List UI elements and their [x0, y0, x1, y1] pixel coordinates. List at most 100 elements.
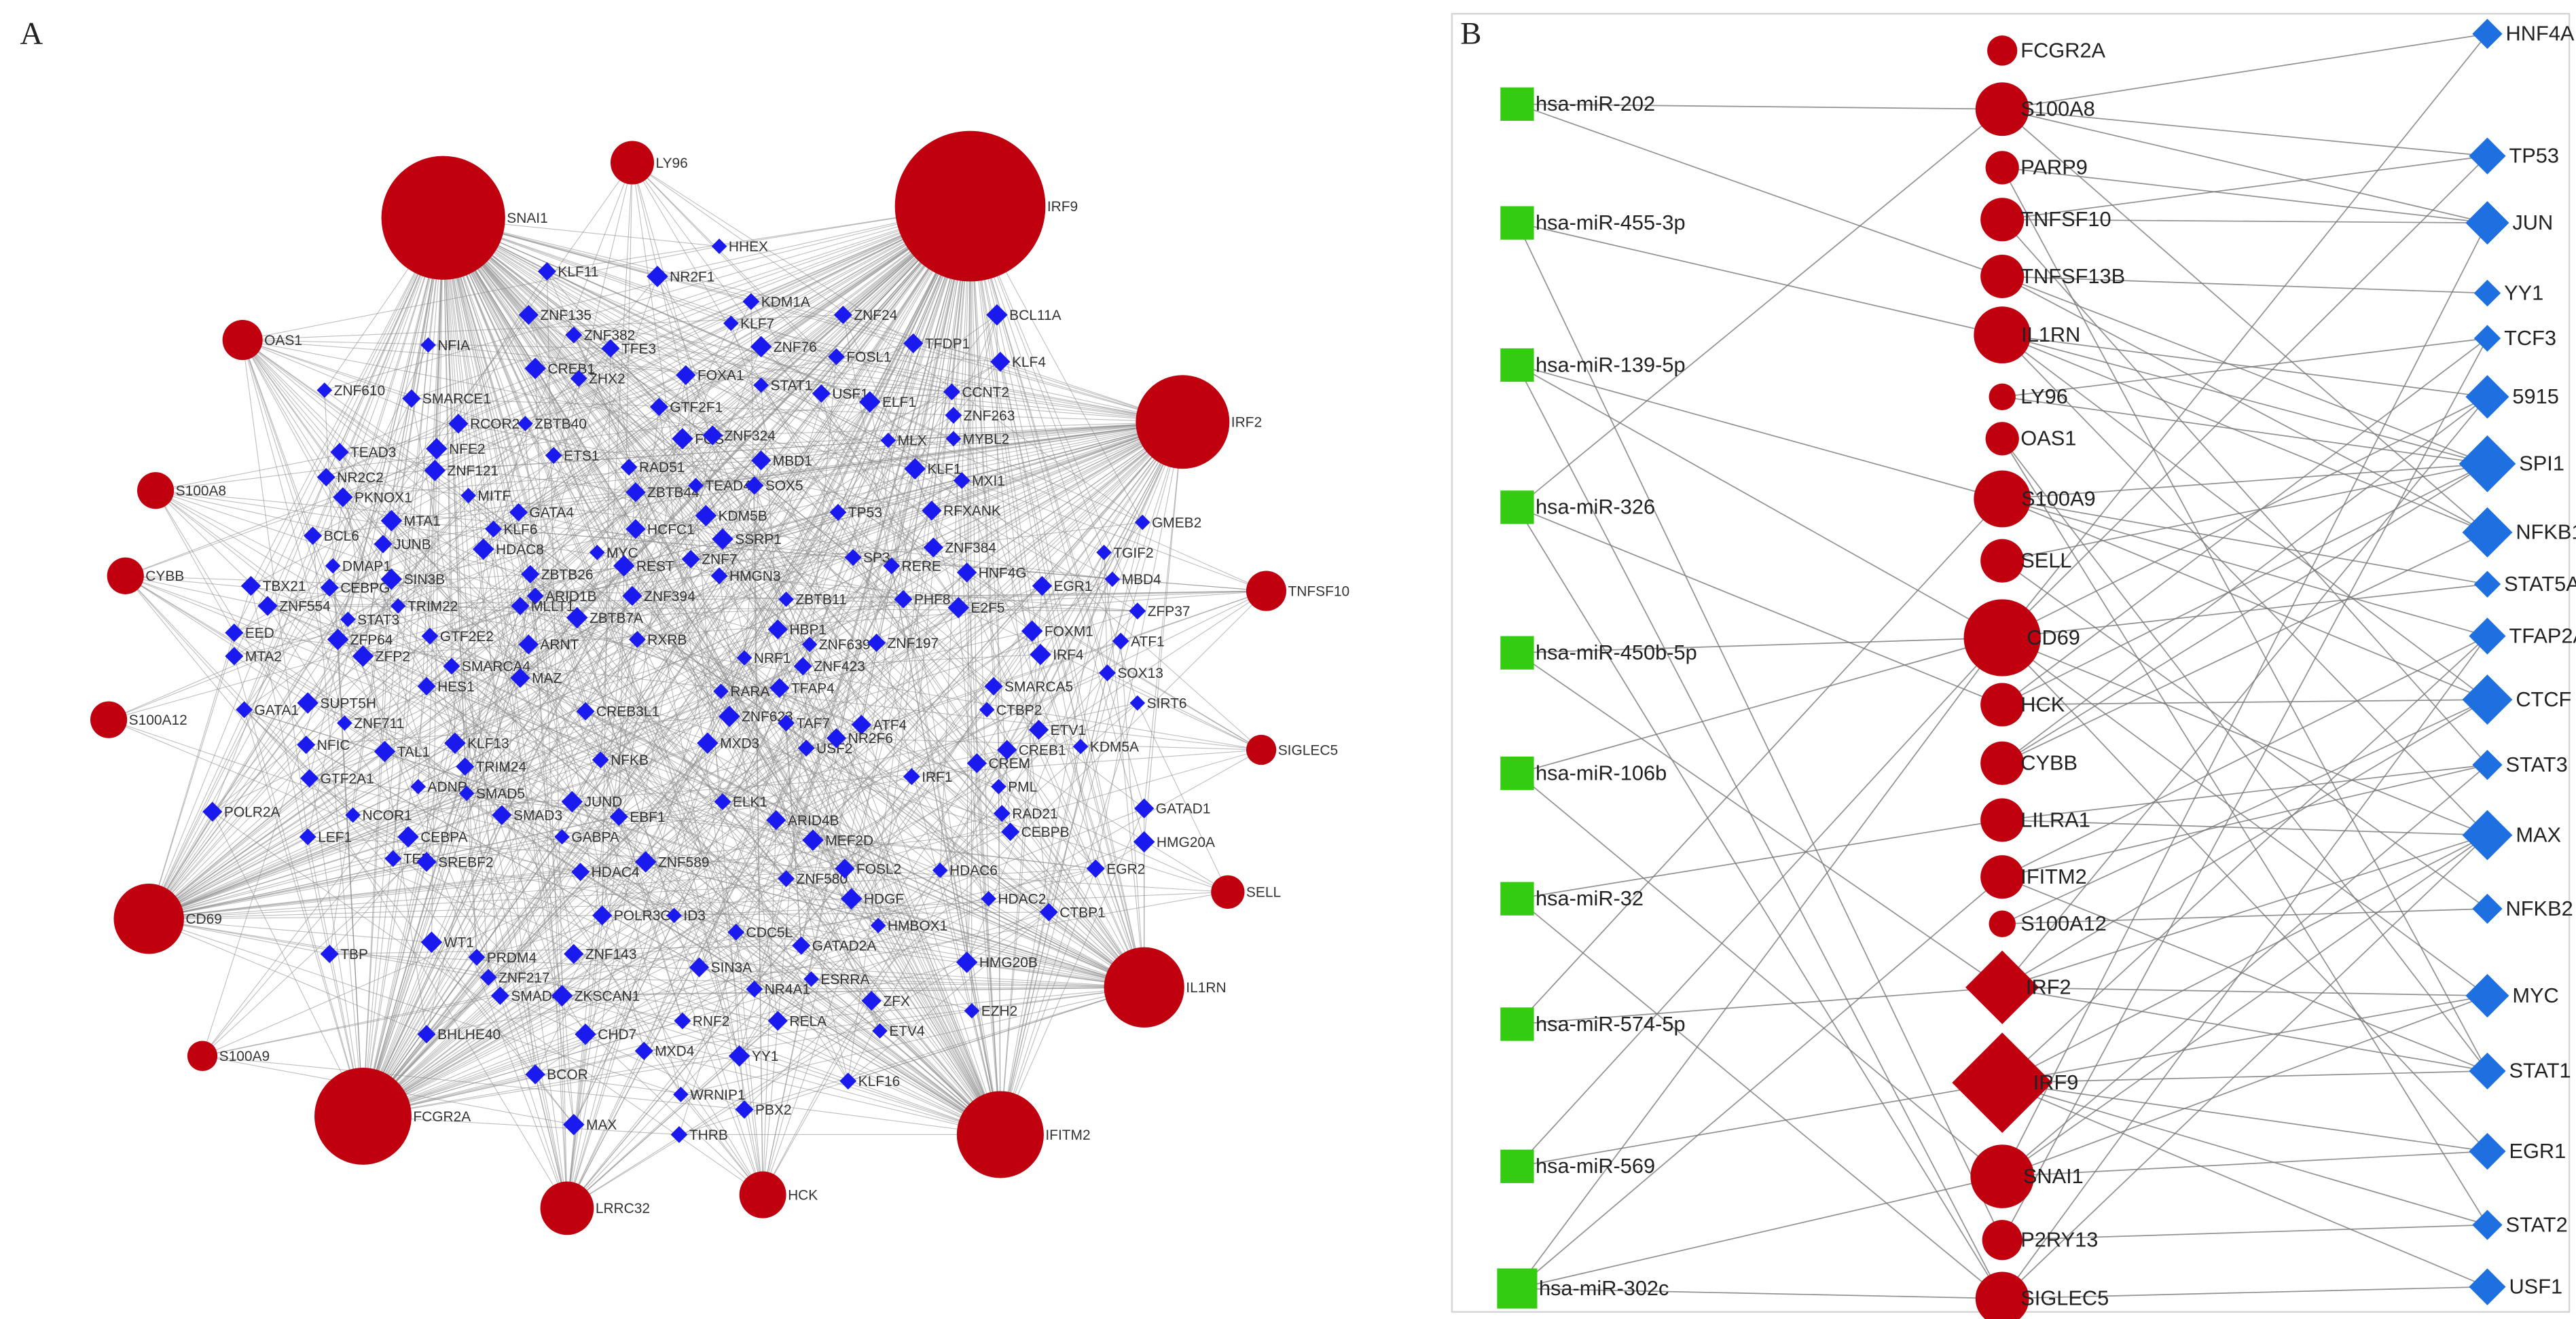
tf-node[interactable]: HES1	[417, 676, 475, 695]
tf-node[interactable]: HNF4G	[956, 562, 1027, 583]
tf-node[interactable]: ZNF324	[702, 425, 776, 446]
tf-node[interactable]: ARNT	[518, 634, 579, 655]
tf-node[interactable]: NFE2	[426, 437, 486, 460]
tf-node[interactable]: KLF13	[444, 732, 509, 754]
tf-node[interactable]: ARID4B	[766, 810, 839, 831]
tf-node[interactable]: HMG20B	[956, 952, 1038, 973]
tf-node[interactable]: MBD1	[751, 450, 812, 471]
mirna-node[interactable]: hsa-miR-455-3p	[1500, 206, 1686, 240]
tf-node[interactable]: KLF1	[904, 458, 961, 480]
tf-node[interactable]: TBP	[320, 944, 368, 964]
tf-node[interactable]: STAT3	[340, 611, 399, 628]
tf-node[interactable]: TFE3	[601, 339, 656, 358]
tf-node[interactable]: TBX21	[240, 575, 306, 596]
gene-node[interactable]: SIGLEC5	[1975, 1271, 2109, 1319]
tf-node[interactable]: SMAD4	[490, 986, 560, 1005]
tf-node[interactable]: NR2F6	[826, 728, 893, 748]
tf-node[interactable]: TRIM24	[456, 757, 526, 776]
gene-node[interactable]: IFITM2	[956, 1091, 1091, 1178]
tf-node[interactable]: BCL6	[304, 526, 359, 545]
mirna-node[interactable]: hsa-miR-106b	[1500, 756, 1667, 791]
tf-node[interactable]: JUND	[561, 791, 623, 813]
tf-node[interactable]: TFAP4	[769, 678, 835, 698]
tf-node[interactable]: FOSL2	[835, 859, 901, 879]
tf-node[interactable]: CDC5L	[727, 924, 793, 941]
tf-node[interactable]: EGR1	[2469, 1133, 2566, 1170]
tf-node[interactable]: USF2	[797, 740, 853, 757]
tf-node[interactable]: TP53	[829, 503, 882, 521]
tf-node[interactable]: CREB1	[997, 740, 1066, 760]
tf-node[interactable]: PKNOX1	[333, 487, 412, 507]
tf-node[interactable]: LEF1	[299, 828, 352, 846]
tf-node[interactable]: FOSL1	[828, 348, 892, 365]
tf-node[interactable]: FOXM1	[1021, 620, 1093, 642]
tf-node[interactable]: NR2F1	[647, 266, 714, 287]
gene-node[interactable]: IRF2	[1136, 375, 1262, 469]
tf-node[interactable]: SP3	[844, 549, 890, 566]
gene-node[interactable]: SNAI1	[381, 156, 548, 280]
tf-node[interactable]: CTBP1	[1039, 903, 1106, 922]
tf-node[interactable]: SREBF2	[416, 852, 494, 872]
tf-node[interactable]: ZNF24	[833, 306, 898, 325]
tf-node[interactable]: NR4A1	[746, 980, 810, 998]
tf-node[interactable]: SMARCE1	[402, 389, 491, 408]
tf-node[interactable]: HMBOX1	[870, 918, 947, 934]
tf-node[interactable]: CEBPA	[397, 826, 468, 848]
tf-node[interactable]: MXD4	[634, 1041, 695, 1060]
tf-node[interactable]: BCL11A	[986, 304, 1062, 326]
tf-node[interactable]: SMAD3	[492, 805, 562, 825]
tf-node[interactable]: HDGF	[840, 888, 904, 909]
tf-node[interactable]: SMARCA4	[443, 657, 531, 675]
tf-node[interactable]: ZKSCAN1	[551, 985, 640, 1007]
tf-node[interactable]: ATF4	[851, 715, 907, 735]
tf-node[interactable]: SIN3B	[380, 568, 445, 590]
tf-node[interactable]: ZNF382	[565, 326, 635, 344]
tf-node[interactable]: GTF2F1	[649, 397, 723, 416]
tf-node[interactable]: RCOR2	[448, 414, 520, 434]
gene-node[interactable]: TNFSF10	[1980, 198, 2111, 242]
tf-node[interactable]: RNF2	[674, 1012, 729, 1030]
tf-node[interactable]: CEBPG	[320, 578, 391, 597]
mirna-node[interactable]: hsa-miR-450b-5p	[1500, 636, 1697, 670]
tf-node[interactable]: CCNT2	[943, 383, 1009, 401]
gene-node[interactable]: S100A9	[187, 1041, 270, 1071]
tf-node[interactable]: MLX	[880, 433, 927, 449]
gene-node[interactable]: P2RY13	[1982, 1220, 2099, 1261]
tf-node[interactable]: MYC	[589, 545, 638, 561]
tf-node[interactable]: ZNF197	[867, 633, 939, 652]
gene-node[interactable]: LY96	[610, 141, 688, 185]
tf-node[interactable]: ZNF580	[778, 870, 848, 888]
tf-node[interactable]: HMGN3	[710, 567, 781, 585]
mirna-node[interactable]: hsa-miR-326	[1500, 490, 1655, 524]
gene-node[interactable]: IL1RN	[1104, 947, 1227, 1028]
gene-node[interactable]: IL1RN	[1974, 306, 2080, 364]
tf-node[interactable]: SPI1	[2459, 435, 2564, 492]
tf-node[interactable]: FOXA1	[676, 365, 744, 385]
tf-node[interactable]: GATA4	[509, 503, 574, 522]
gene-node[interactable]: HCK	[1980, 683, 2065, 727]
gene-node[interactable]: FCGR2A	[1987, 35, 2106, 66]
tf-node[interactable]: TEAD3	[330, 443, 396, 462]
mirna-node[interactable]: hsa-miR-302c	[1497, 1268, 1669, 1309]
gene-node[interactable]: CD69	[1963, 599, 2080, 676]
tf-node[interactable]: ZFP64	[327, 628, 393, 651]
tf-node[interactable]: HMG20A	[1133, 831, 1215, 853]
gene-node[interactable]: SELL	[1211, 875, 1281, 909]
tf-node[interactable]: MBD4	[1104, 571, 1162, 588]
tf-node[interactable]: STAT1	[753, 377, 812, 394]
tf-node[interactable]: ZNF121	[424, 459, 499, 482]
tf-node[interactable]: GTF2A1	[300, 769, 374, 788]
gene-node[interactable]: SELL	[1980, 539, 2072, 583]
tf-node[interactable]: HCFC1	[625, 519, 695, 539]
tf-node[interactable]: CHD7	[575, 1023, 636, 1045]
tf-node[interactable]: NFIA	[420, 337, 470, 354]
tf-node[interactable]: EGR1	[1032, 575, 1093, 596]
tf-node[interactable]: EGR2	[1086, 859, 1146, 878]
tf-node[interactable]: KLF7	[723, 315, 774, 332]
tf-node[interactable]: HDAC4	[571, 863, 640, 882]
tf-node[interactable]: IRF1	[903, 767, 953, 785]
tf-node[interactable]: SOX5	[745, 476, 803, 495]
tf-node[interactable]: EZH2	[964, 1002, 1018, 1019]
gene-node[interactable]: TNFSF10	[1246, 571, 1349, 611]
gene-node[interactable]: CD69	[113, 884, 222, 954]
